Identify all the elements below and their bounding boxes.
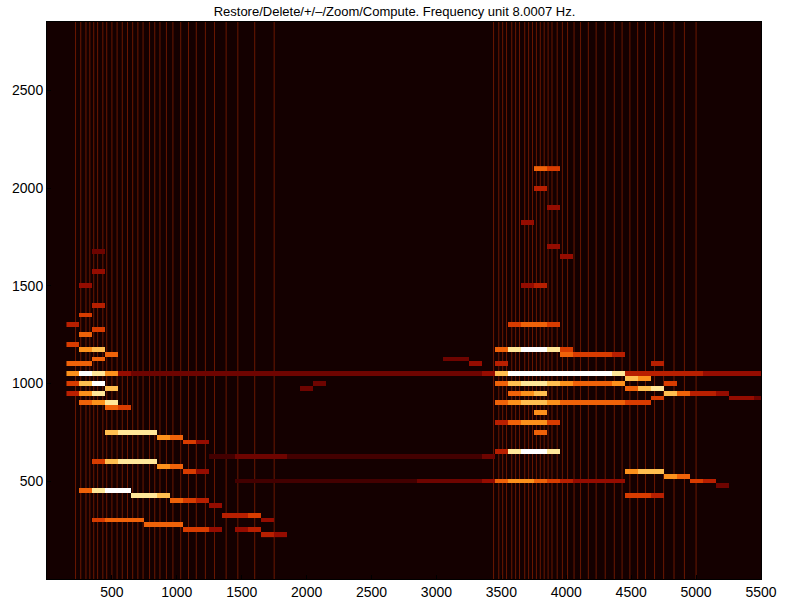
svg-text:3000: 3000: [421, 584, 452, 600]
svg-text:1500: 1500: [226, 584, 257, 600]
svg-text:2500: 2500: [356, 584, 387, 600]
svg-text:2000: 2000: [291, 584, 322, 600]
svg-text:5500: 5500: [745, 584, 776, 600]
svg-text:4000: 4000: [551, 584, 582, 600]
svg-text:2500: 2500: [12, 82, 43, 98]
svg-text:4500: 4500: [616, 584, 647, 600]
svg-text:Restore/Delete/+/–/Zoom/Comput: Restore/Delete/+/–/Zoom/Compute. Frequen…: [214, 4, 576, 19]
svg-text:5000: 5000: [681, 584, 712, 600]
svg-text:1000: 1000: [161, 584, 192, 600]
svg-text:1000: 1000: [12, 375, 43, 391]
svg-text:2000: 2000: [12, 180, 43, 196]
svg-text:3500: 3500: [486, 584, 517, 600]
svg-text:1500: 1500: [12, 278, 43, 294]
svg-text:500: 500: [100, 584, 124, 600]
svg-text:500: 500: [20, 473, 44, 489]
